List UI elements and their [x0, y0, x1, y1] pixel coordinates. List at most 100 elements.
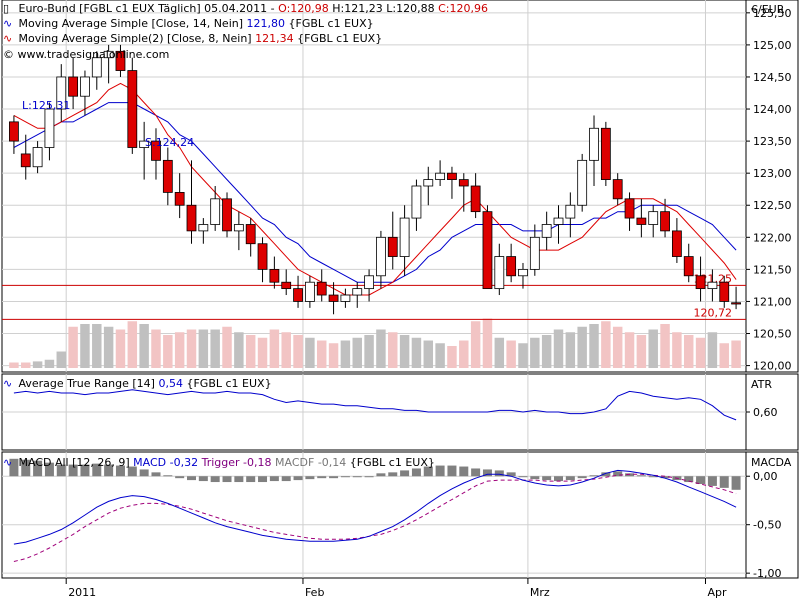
- copyright-label: © www.tradesignalonline.com: [3, 48, 170, 61]
- volume-bar: [624, 332, 635, 368]
- line-series-icon: ∿: [3, 17, 13, 30]
- candle-body: [683, 256, 694, 277]
- volume-bar: [234, 332, 244, 368]
- volume-bar: [281, 332, 291, 368]
- trigger-line: [13, 473, 737, 562]
- macdf-bar: [684, 476, 694, 483]
- volume-bar: [174, 332, 185, 368]
- candle-body: [387, 236, 398, 257]
- candle-body: [269, 268, 280, 283]
- candlestick-icon: ▯: [3, 2, 10, 15]
- volume-bar: [435, 343, 445, 368]
- macd-value: MACD -0,32: [133, 456, 199, 469]
- volume-bar: [245, 334, 256, 368]
- high-value: H:121,23: [332, 2, 383, 15]
- volume-bar: [470, 321, 481, 368]
- atr-panel-header: ∿ Average True Range [14] 0,54 {FGBL c1 …: [3, 377, 272, 391]
- volume-bar: [139, 323, 149, 368]
- panel-frame: [1, 451, 747, 579]
- macdf-bar: [719, 476, 729, 488]
- candle-body: [56, 76, 67, 110]
- macdf-bar: [423, 466, 433, 477]
- x-tick-label: Mrz: [530, 586, 550, 599]
- macdf-bar: [696, 476, 706, 484]
- volume-bar: [9, 362, 19, 368]
- volume-bar: [198, 329, 209, 368]
- macdf-bar: [494, 470, 504, 477]
- volume-bar: [115, 329, 126, 368]
- candle-body: [364, 275, 374, 290]
- macdf-bar: [222, 476, 232, 483]
- macdf-bar: [175, 476, 185, 479]
- macdf-bar: [731, 476, 741, 490]
- y-tick-label: 124,00: [753, 103, 792, 116]
- volume-bar: [482, 318, 493, 368]
- candle-body: [151, 140, 161, 161]
- candle-body: [600, 127, 611, 180]
- candle-body: [20, 153, 31, 168]
- volume-bar: [553, 329, 564, 368]
- macdf-bar: [80, 464, 90, 477]
- sma8-feed: {FGBL c1 EUX}: [297, 32, 383, 45]
- volume-bar: [103, 326, 114, 368]
- open-value: O:120,98: [278, 2, 329, 15]
- macdf-bar: [518, 476, 528, 478]
- candle-body: [293, 288, 303, 302]
- volume-bar: [731, 340, 741, 368]
- candle-body: [660, 211, 670, 232]
- volume-bar: [32, 361, 43, 368]
- macdf-bar: [411, 468, 421, 477]
- candle-body: [376, 236, 386, 277]
- volume-bar: [695, 337, 706, 368]
- y-tick-label: 123,50: [753, 135, 792, 148]
- volume-bar: [683, 334, 694, 368]
- macdf-bar: [435, 465, 445, 477]
- volume-bar: [399, 334, 410, 368]
- volume-bar: [518, 343, 528, 368]
- candle-body: [103, 50, 114, 59]
- macdf-bar: [246, 476, 256, 483]
- y-tick-label: -0,50: [753, 519, 781, 532]
- macdf-bar: [210, 476, 220, 483]
- macdf-bar: [506, 472, 516, 477]
- volume-bar: [376, 329, 386, 368]
- macdf-value: MACDF -0,14: [275, 456, 347, 469]
- candle-body: [719, 281, 730, 302]
- macdf-bar: [577, 476, 587, 479]
- y-tick-label: 120,50: [753, 328, 792, 341]
- volume-bar: [56, 351, 67, 368]
- trigger-value: Trigger -0,18: [201, 456, 272, 469]
- macdf-bar: [104, 464, 114, 477]
- annotation-long: L:125,31: [22, 99, 70, 112]
- sma14-value: 121,80: [246, 17, 286, 30]
- candle-body: [91, 57, 102, 78]
- candle-body: [435, 172, 446, 180]
- volume-bar: [707, 332, 718, 368]
- volume-bar: [316, 340, 327, 368]
- close-value: C:120,96: [438, 2, 488, 15]
- macdf-bar: [44, 462, 54, 477]
- macdf-bar: [68, 464, 78, 477]
- x-tick-label: Apr: [707, 586, 727, 599]
- y-tick-label: 120,00: [753, 360, 792, 373]
- volume-bar: [636, 334, 647, 368]
- candle-body: [577, 159, 588, 206]
- macdf-bar: [660, 476, 670, 479]
- candle-body: [636, 217, 647, 225]
- volume-bar: [388, 332, 398, 368]
- volume-bar: [163, 334, 173, 368]
- sma8-label: Moving Average Simple(2) [Close, 8, Nein…: [18, 32, 252, 45]
- volume-bar: [305, 337, 315, 368]
- unit-label: €/EUR: [751, 3, 785, 16]
- candle-body: [589, 127, 599, 161]
- y-tick-label: -1,00: [753, 567, 781, 580]
- candle-body: [624, 198, 635, 219]
- volume-bar: [612, 326, 623, 368]
- y-tick-label: 122,50: [753, 199, 792, 212]
- volume-bar: [506, 340, 516, 368]
- volume-bar: [21, 362, 31, 368]
- candle-body: [162, 159, 173, 193]
- candle-body: [32, 147, 43, 168]
- candle-body: [328, 294, 339, 302]
